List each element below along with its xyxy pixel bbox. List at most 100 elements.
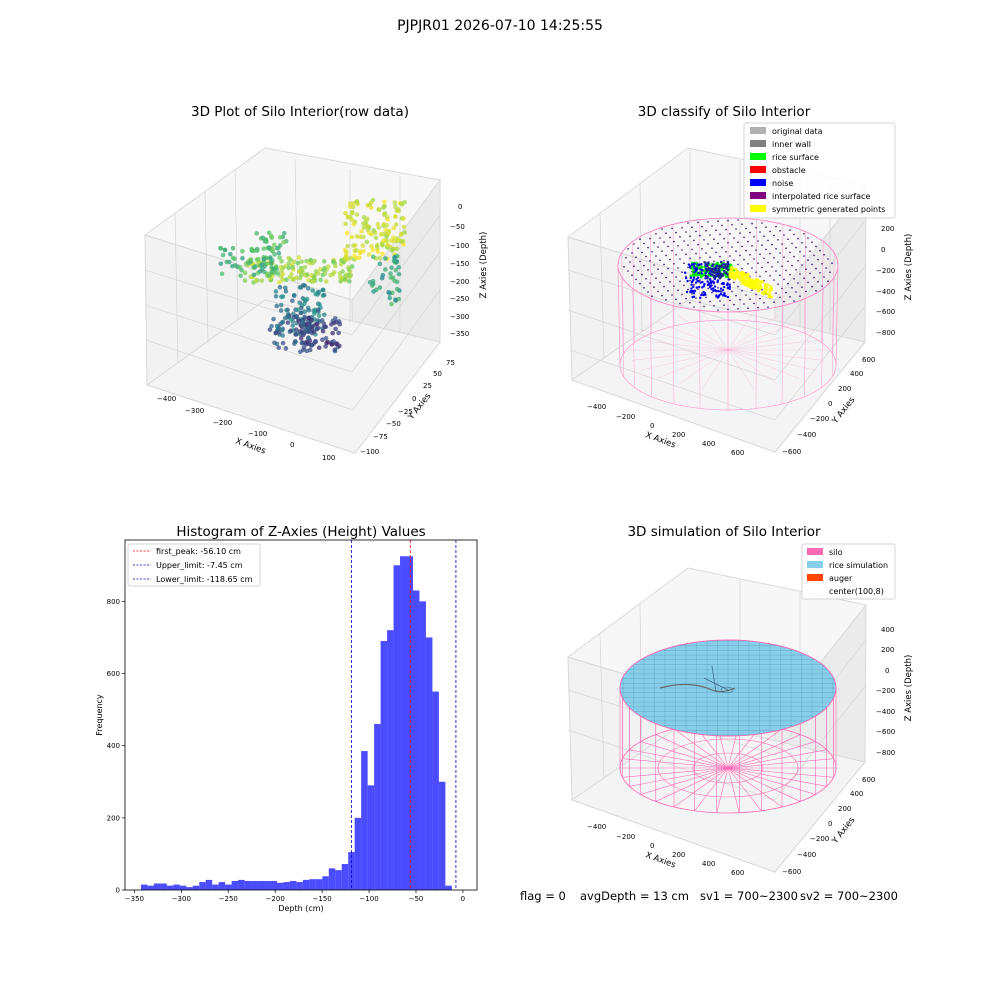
sim-ztick: 400 — [881, 626, 894, 634]
histogram-bar — [445, 885, 452, 890]
raw-xlabel: X Axies — [234, 436, 267, 456]
histogram-bar — [354, 817, 362, 890]
simulation-plot-panel: 3D simulation of Silo Interior — [566, 524, 914, 877]
classify-floor-pane — [570, 299, 866, 453]
classify-noise-points — [683, 260, 732, 300]
legend-label: symmetric generated points — [772, 205, 885, 214]
classify-xtick: 600 — [731, 449, 744, 457]
histogram-bar — [192, 885, 200, 890]
raw-ztick: −200 — [450, 278, 469, 286]
histogram-xtick-label: 0 — [461, 895, 465, 903]
histogram-xtick-label: −350 — [125, 895, 144, 903]
raw-zlabel: Z Axies (Depth) — [479, 232, 489, 299]
raw-point-cloud — [218, 197, 408, 355]
sim-ytick: 0 — [828, 820, 832, 828]
histogram-bar — [186, 887, 193, 890]
histogram-bar — [315, 879, 323, 890]
figure-title: PJPJR01 2026-07-10 14:25:55 — [397, 18, 603, 34]
histogram-bar — [147, 885, 154, 890]
histogram-title: Histogram of Z-Axies (Height) Values — [176, 524, 425, 540]
raw-floor-pane — [145, 299, 441, 454]
classify-ztick: 0 — [881, 246, 885, 254]
histogram-bar — [140, 884, 148, 890]
status-avg-depth: avgDepth = 13 cm — [580, 889, 689, 903]
raw-ytick: −75 — [373, 433, 388, 441]
histogram-bar — [322, 876, 329, 890]
histogram-bar — [309, 879, 316, 890]
histogram-bar — [276, 882, 284, 890]
histogram-bar — [264, 880, 271, 890]
classify-silo-cylinder — [617, 217, 839, 411]
raw-ytick: 25 — [423, 382, 432, 390]
raw-xtick: 0 — [290, 441, 294, 449]
sim-ytick: −600 — [782, 868, 801, 876]
sim-zlabel: Z Axies (Depth) — [904, 655, 914, 722]
histogram-frame — [124, 539, 478, 891]
histogram-bar — [205, 879, 213, 890]
histogram-bar — [412, 590, 420, 890]
histogram-bar — [257, 880, 265, 890]
status-sv2: sv2 = 700~2300 — [800, 889, 898, 903]
sim-ztick: −600 — [876, 728, 895, 736]
histogram-bar — [212, 884, 219, 890]
sim-ytick: 600 — [862, 776, 875, 784]
histogram-bar — [328, 868, 336, 890]
legend-swatch — [807, 561, 823, 568]
raw-xtick: −400 — [157, 395, 176, 403]
classify-ztick: −400 — [876, 288, 895, 296]
histogram-bar — [283, 882, 290, 890]
histogram-ytick-label: 600 — [107, 670, 120, 678]
legend-label: rice surface — [772, 153, 819, 162]
histogram-ytick-label: 800 — [107, 598, 120, 606]
classify-ytick: 0 — [828, 400, 832, 408]
legend-label: noise — [772, 179, 793, 188]
classify-ytick: 200 — [838, 385, 851, 393]
status-flag: flag = 0 — [520, 889, 566, 903]
legend-swatch — [750, 192, 766, 199]
classify-tick-labels: −400 −200 0 200 400 600 −600 −400 −200 0… — [587, 225, 895, 457]
classify-point-groups — [683, 260, 774, 300]
histogram-xtick-label: −50 — [409, 895, 424, 903]
histogram-ytick-label: 0 — [116, 887, 120, 895]
raw-ytick: −25 — [398, 408, 413, 416]
legend-swatch — [750, 205, 766, 212]
sim-ytick: −200 — [810, 835, 829, 843]
histogram-xlabel: Depth (cm) — [278, 904, 323, 913]
raw-ytick: 50 — [433, 370, 442, 378]
raw-ytick: −100 — [360, 448, 379, 456]
histogram-bar — [289, 880, 297, 890]
classify-plot-panel: 3D classify of Silo Interior −400 — [566, 104, 914, 457]
histogram-bar — [160, 883, 167, 890]
raw-xtick: −100 — [248, 430, 267, 438]
histogram-bar — [218, 882, 226, 890]
sim-xtick: −400 — [587, 823, 606, 831]
legend-swatch — [750, 153, 766, 160]
raw-plot-panel: 3D Plot of Silo Interior(row data) −400 … — [143, 104, 489, 462]
histogram-xtick-label: −150 — [313, 895, 332, 903]
classify-ztick: −600 — [876, 308, 895, 316]
raw-ztick: −50 — [450, 223, 465, 231]
histogram-bar — [238, 879, 245, 890]
raw-ztick: −300 — [450, 313, 469, 321]
sim-xtick: 400 — [702, 860, 715, 868]
sim-xtick: 0 — [650, 842, 654, 850]
classify-ztick: −800 — [876, 329, 895, 337]
sim-rice-surface — [619, 639, 837, 737]
sim-auger — [703, 665, 734, 694]
classify-legend: original data inner wall rice surface ob… — [743, 122, 896, 219]
raw-xtick: 100 — [322, 454, 335, 462]
classify-zlabel: Z Axies (Depth) — [904, 234, 914, 301]
raw-tick-labels: −400 −300 −200 −100 0 100 −100 −75 −50 −… — [157, 203, 469, 462]
sim-ztick: −200 — [876, 687, 895, 695]
legend-label: rice simulation — [829, 561, 888, 570]
sim-ytick: 200 — [838, 805, 851, 813]
classify-plot-title: 3D classify of Silo Interior — [638, 104, 811, 120]
sim-legend: silo rice simulation auger center(100,8) — [801, 543, 896, 600]
histogram-vlines — [351, 540, 457, 890]
classify-xtick: 200 — [672, 431, 685, 439]
sim-ytick: −400 — [797, 851, 816, 859]
raw-ylabel: Y Axies — [406, 391, 434, 423]
histogram-bars — [140, 556, 452, 890]
sim-ztick: 0 — [885, 667, 889, 675]
